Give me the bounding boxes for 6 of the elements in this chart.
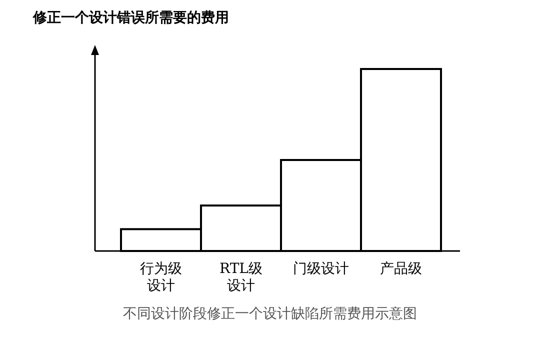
x-tick-label: 产品级 — [380, 261, 422, 277]
x-tick-label: RTL级设计 — [220, 261, 262, 294]
x-tick-label: 行为级设计 — [140, 261, 182, 294]
text: 不同设计阶段修正一个设计缺陷所需费用示意图 — [123, 306, 417, 322]
x-tick-label: 门级设计 — [293, 261, 349, 277]
y-axis-title: 修正一个设计错误所需要的费用 — [32, 10, 229, 26]
